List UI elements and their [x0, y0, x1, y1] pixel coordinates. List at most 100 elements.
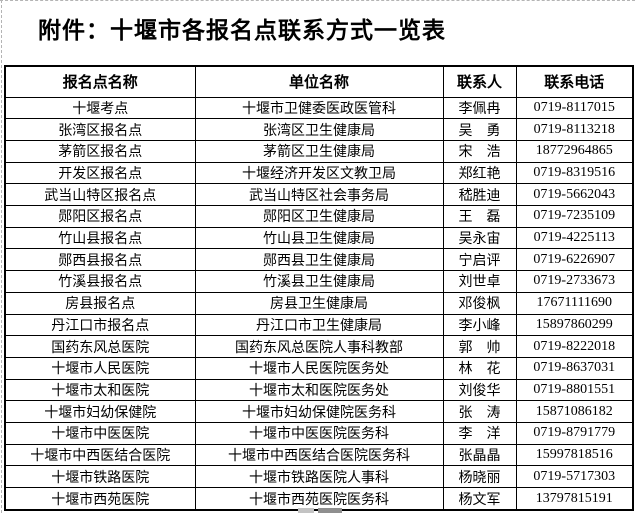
cell-contact-phone: 0719-8801551: [515, 378, 634, 402]
cell-registration-point: 郧阳区报名点: [4, 205, 196, 228]
cell-contact-person: 李小峰: [442, 313, 517, 337]
cell-unit-name: 十堰经济开发区文教卫局: [194, 161, 444, 185]
cell-registration-point: 国药东风总医院: [4, 335, 196, 358]
cell-contact-person: 嵇胜迪: [442, 183, 517, 207]
cell-contact-person: 张 涛: [442, 400, 517, 424]
cell-unit-name: 竹山县卫生健康局: [194, 226, 444, 250]
table-row: 十堰市人民医院 十堰市人民医院医务处林 花 0719-8637031: [4, 356, 634, 380]
cell-unit-name: 竹溪县卫生健康局: [194, 270, 444, 293]
table-row: 茅箭区报名点 茅箭区卫生健康局宋 浩 18772964865: [4, 139, 634, 163]
cell-contact-person: 宁启评: [442, 248, 517, 272]
cell-contact-phone: 0719-5717303: [515, 465, 634, 489]
cell-unit-name: 武当山特区社会事务局: [194, 183, 444, 207]
cell-registration-point: 房县报名点: [4, 291, 196, 315]
table-row: 武当山特区报名点 武当山特区社会事务局 嵇胜迪 0719-5662043: [4, 183, 634, 207]
cell-unit-name: 茅箭区卫生健康局: [194, 139, 444, 163]
table-row: 房县报名点 房县卫生健康局 邓俊枫 17671111690: [4, 291, 634, 315]
table-row: 十堰考点 十堰市卫健委医政医管科 李佩冉 0719-8117015: [4, 96, 634, 120]
header-unit-name: 单位名称: [194, 65, 444, 98]
cell-contact-phone: 17671111690: [515, 291, 634, 315]
cell-contact-phone: 0719-8319516: [515, 161, 634, 185]
cell-unit-name: 十堰市西苑医院医务科: [194, 487, 444, 511]
header-contact-phone: 联系电话: [515, 65, 634, 98]
cell-contact-phone: 0719-7235109: [515, 205, 634, 228]
cell-contact-phone: 18772964865: [515, 139, 634, 163]
table-row: 张湾区报名点 张湾区卫生健康局吴 勇 0719-8113218: [4, 118, 634, 141]
cell-contact-phone: 15897860299: [515, 313, 634, 337]
cell-registration-point: 竹溪县报名点: [4, 270, 196, 293]
table-row: 十堰市中医医院 十堰市中医医院医务科李 洋 0719-8791779: [4, 422, 634, 445]
cell-registration-point: 十堰市妇幼保健院: [4, 400, 196, 424]
cell-unit-name: 十堰市妇幼保健院医务科: [194, 400, 444, 424]
cell-contact-person: 杨晓丽: [442, 465, 517, 489]
cell-contact-person: 邓俊枫: [442, 291, 517, 315]
cell-unit-name: 十堰市中西医结合医院医务科: [194, 443, 444, 467]
cell-registration-point: 武当山特区报名点: [4, 183, 196, 207]
scrollbar-artifact[interactable]: [298, 508, 314, 513]
cell-contact-person: 吴永宙: [442, 226, 517, 250]
table-row: 竹溪县报名点 竹溪县卫生健康局 刘世卓 0719-2733673: [4, 270, 634, 293]
cell-unit-name: 十堰市太和医院医务处: [194, 378, 444, 402]
cell-contact-phone: 0719-8637031: [515, 356, 634, 380]
cell-unit-name: 郧西县卫生健康局: [194, 248, 444, 272]
cell-contact-person: 李佩冉: [442, 96, 517, 120]
cell-contact-person: 刘俊华: [442, 378, 517, 402]
cell-contact-phone: 0719-4225113: [515, 226, 634, 250]
cell-unit-name: 郧阳区卫生健康局: [194, 205, 444, 228]
cell-registration-point: 十堰市西苑医院: [4, 487, 196, 511]
cell-contact-person: 张晶晶: [442, 443, 517, 467]
header-contact-person: 联系人: [442, 65, 517, 98]
cell-registration-point: 茅箭区报名点: [4, 139, 196, 163]
cell-contact-person: 林 花: [442, 356, 517, 380]
cell-contact-phone: 0719-8117015: [515, 96, 634, 120]
cell-registration-point: 十堰市太和医院: [4, 378, 196, 402]
cell-registration-point: 十堰考点: [4, 96, 196, 120]
table-row: 十堰市西苑医院 十堰市西苑医院医务科 杨文军 13797815191: [4, 487, 634, 511]
cell-contact-person: 王 磊: [442, 205, 517, 228]
table-row: 郧西县报名点 郧西县卫生健康局 宁启评 0719-6226907: [4, 248, 634, 272]
table-row: 郧阳区报名点 郧阳区卫生健康局王 磊 0719-7235109: [4, 205, 634, 228]
table-row: 国药东风总医院 国药东风总医院人事科教部郭 帅 0719-8222018: [4, 335, 634, 358]
cell-contact-phone: 15871086182: [515, 400, 634, 424]
table-row: 十堰市太和医院 十堰市太和医院医务处 刘俊华 0719-8801551: [4, 378, 634, 402]
cell-contact-person: 郭 帅: [442, 335, 517, 358]
cell-contact-person: 宋 浩: [442, 139, 517, 163]
table-row: 丹江口市报名点 丹江口市卫生健康局 李小峰 15897860299: [4, 313, 634, 337]
cell-contact-phone: 13797815191: [515, 487, 634, 511]
cell-contact-phone: 0719-8222018: [515, 335, 634, 358]
cell-contact-person: 刘世卓: [442, 270, 517, 293]
page-break-line-top: [0, 0, 635, 1]
header-registration-point: 报名点名称: [4, 65, 196, 98]
cell-unit-name: 十堰市卫健委医政医管科: [194, 96, 444, 120]
table-header-row: 报名点名称 单位名称 联系人 联系电话: [4, 65, 634, 98]
cell-unit-name: 丹江口市卫生健康局: [194, 313, 444, 337]
cell-contact-phone: 0719-8791779: [515, 422, 634, 445]
table-row: 十堰市妇幼保健院 十堰市妇幼保健院医务科张 涛 15871086182: [4, 400, 634, 424]
cell-registration-point: 郧西县报名点: [4, 248, 196, 272]
cell-registration-point: 竹山县报名点: [4, 226, 196, 250]
cell-contact-person: 杨文军: [442, 487, 517, 511]
contact-table: 报名点名称 单位名称 联系人 联系电话 十堰考点 十堰市卫健委医政医管科 李佩冉 07…: [4, 65, 634, 511]
scrollbar-thumb[interactable]: [318, 508, 342, 513]
table-row: 开发区报名点 十堰经济开发区文教卫局 郑红艳 0719-8319516: [4, 161, 634, 185]
cell-contact-phone: 0719-5662043: [515, 183, 634, 207]
cell-registration-point: 十堰市中西医结合医院: [4, 443, 196, 467]
table-row: 十堰市中西医结合医院 十堰市中西医结合医院医务科 张晶晶 15997818516: [4, 443, 634, 467]
table-row: 十堰市铁路医院 十堰市铁路医院人事科 杨晓丽 0719-5717303: [4, 465, 634, 489]
cell-contact-person: 李 洋: [442, 422, 517, 445]
cell-contact-person: 郑红艳: [442, 161, 517, 185]
cell-registration-point: 丹江口市报名点: [4, 313, 196, 337]
page-title: 附件：十堰市各报名点联系方式一览表: [38, 17, 446, 43]
cell-registration-point: 十堰市中医医院: [4, 422, 196, 445]
cell-contact-phone: 0719-6226907: [515, 248, 634, 272]
cell-registration-point: 张湾区报名点: [4, 118, 196, 141]
cell-contact-person: 吴 勇: [442, 118, 517, 141]
cell-contact-phone: 0719-8113218: [515, 118, 634, 141]
cell-unit-name: 十堰市铁路医院人事科: [194, 465, 444, 489]
cell-unit-name: 房县卫生健康局: [194, 291, 444, 315]
cell-registration-point: 十堰市铁路医院: [4, 465, 196, 489]
table-row: 竹山县报名点 竹山县卫生健康局 吴永宙 0719-4225113: [4, 226, 634, 250]
cell-registration-point: 开发区报名点: [4, 161, 196, 185]
cell-contact-phone: 0719-2733673: [515, 270, 634, 293]
page-break-line-left: [1, 0, 2, 513]
